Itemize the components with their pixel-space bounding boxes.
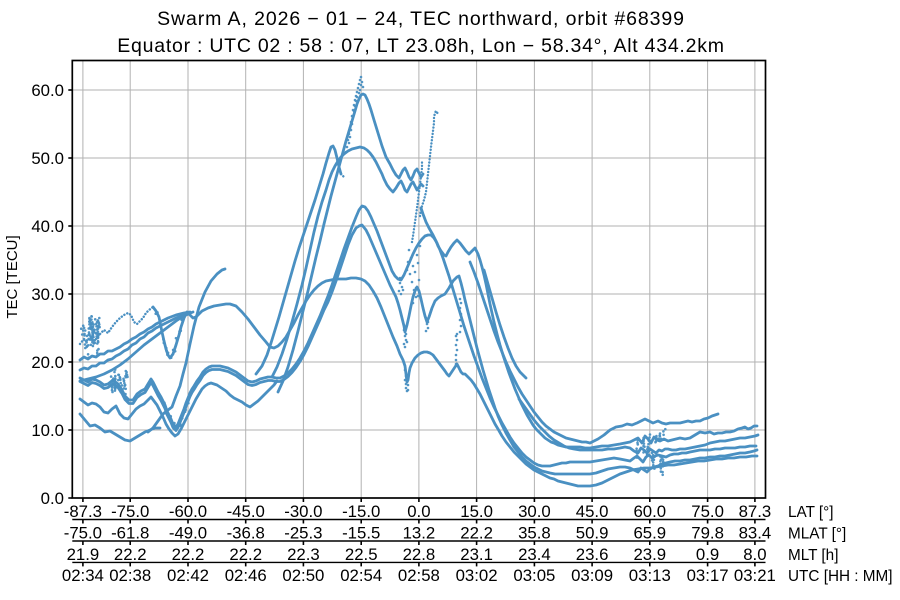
svg-text:03:05: 03:05 xyxy=(513,566,555,585)
svg-text:Equator : UTC 02 : 58 : 07,: Equator : UTC 02 : 58 : 07, LT 23.08h, L… xyxy=(117,35,724,57)
svg-text:87.3: 87.3 xyxy=(739,502,772,521)
svg-text:MLT [h]: MLT [h] xyxy=(788,547,838,564)
svg-text:02:42: 02:42 xyxy=(167,566,209,585)
svg-text:TEC [TECU]: TEC [TECU] xyxy=(4,235,21,318)
svg-text:03:09: 03:09 xyxy=(571,566,613,585)
svg-text:50.9: 50.9 xyxy=(576,524,609,543)
svg-text:22.5: 22.5 xyxy=(345,545,378,564)
svg-text:LAT [°]: LAT [°] xyxy=(788,504,834,521)
svg-text:-15.0: -15.0 xyxy=(342,502,380,521)
svg-text:Swarm A, 2026 − 01 − 24, TEC: Swarm A, 2026 − 01 − 24, TEC northward, … xyxy=(157,8,685,30)
svg-text:-60.0: -60.0 xyxy=(169,502,207,521)
svg-text:03:02: 03:02 xyxy=(456,566,498,585)
svg-text:15.0: 15.0 xyxy=(460,502,493,521)
svg-text:03:21: 03:21 xyxy=(734,566,776,585)
svg-text:22.2: 22.2 xyxy=(229,545,262,564)
svg-text:02:38: 02:38 xyxy=(109,566,151,585)
svg-text:-75.0: -75.0 xyxy=(64,524,102,543)
svg-text:-30.0: -30.0 xyxy=(284,502,322,521)
svg-text:0.0: 0.0 xyxy=(407,502,430,521)
svg-text:-61.8: -61.8 xyxy=(111,524,149,543)
svg-text:02:46: 02:46 xyxy=(225,566,267,585)
svg-text:-49.0: -49.0 xyxy=(169,524,207,543)
svg-text:03:13: 03:13 xyxy=(629,566,671,585)
svg-text:83.4: 83.4 xyxy=(739,524,772,543)
svg-text:-45.0: -45.0 xyxy=(227,502,265,521)
svg-text:79.8: 79.8 xyxy=(691,524,724,543)
svg-text:75.0: 75.0 xyxy=(691,502,724,521)
svg-text:02:54: 02:54 xyxy=(340,566,382,585)
svg-text:23.6: 23.6 xyxy=(576,545,609,564)
svg-text:60.0: 60.0 xyxy=(633,502,666,521)
svg-text:10.0: 10.0 xyxy=(31,421,64,440)
svg-text:30.0: 30.0 xyxy=(518,502,551,521)
svg-text:UTC [HH : MM]: UTC [HH : MM] xyxy=(788,568,893,585)
svg-text:-36.8: -36.8 xyxy=(227,524,265,543)
svg-text:MLAT [°]: MLAT [°] xyxy=(788,526,846,543)
svg-text:45.0: 45.0 xyxy=(576,502,609,521)
svg-text:23.1: 23.1 xyxy=(460,545,493,564)
svg-text:22.2: 22.2 xyxy=(172,545,205,564)
svg-text:21.9: 21.9 xyxy=(67,545,100,564)
svg-text:0.9: 0.9 xyxy=(696,545,719,564)
svg-text:22.3: 22.3 xyxy=(287,545,320,564)
svg-text:65.9: 65.9 xyxy=(633,524,666,543)
svg-text:50.0: 50.0 xyxy=(31,149,64,168)
svg-text:-87.3: -87.3 xyxy=(64,502,102,521)
svg-text:22.2: 22.2 xyxy=(460,524,493,543)
svg-text:-25.3: -25.3 xyxy=(284,524,322,543)
svg-text:-75.0: -75.0 xyxy=(111,502,149,521)
svg-text:02:34: 02:34 xyxy=(62,566,104,585)
svg-text:30.0: 30.0 xyxy=(31,285,64,304)
svg-text:23.4: 23.4 xyxy=(518,545,551,564)
svg-text:22.2: 22.2 xyxy=(114,545,147,564)
svg-text:40.0: 40.0 xyxy=(31,217,64,236)
svg-text:02:58: 02:58 xyxy=(398,566,440,585)
svg-text:0.0: 0.0 xyxy=(41,489,64,508)
svg-text:23.9: 23.9 xyxy=(633,545,666,564)
svg-text:02:50: 02:50 xyxy=(282,566,324,585)
svg-text:22.8: 22.8 xyxy=(403,545,436,564)
svg-text:13.2: 13.2 xyxy=(403,524,436,543)
svg-text:60.0: 60.0 xyxy=(31,81,64,100)
svg-text:-15.5: -15.5 xyxy=(342,524,380,543)
svg-text:20.0: 20.0 xyxy=(31,353,64,372)
svg-text:03:17: 03:17 xyxy=(687,566,729,585)
svg-text:35.8: 35.8 xyxy=(518,524,551,543)
svg-text:8.0: 8.0 xyxy=(743,545,766,564)
